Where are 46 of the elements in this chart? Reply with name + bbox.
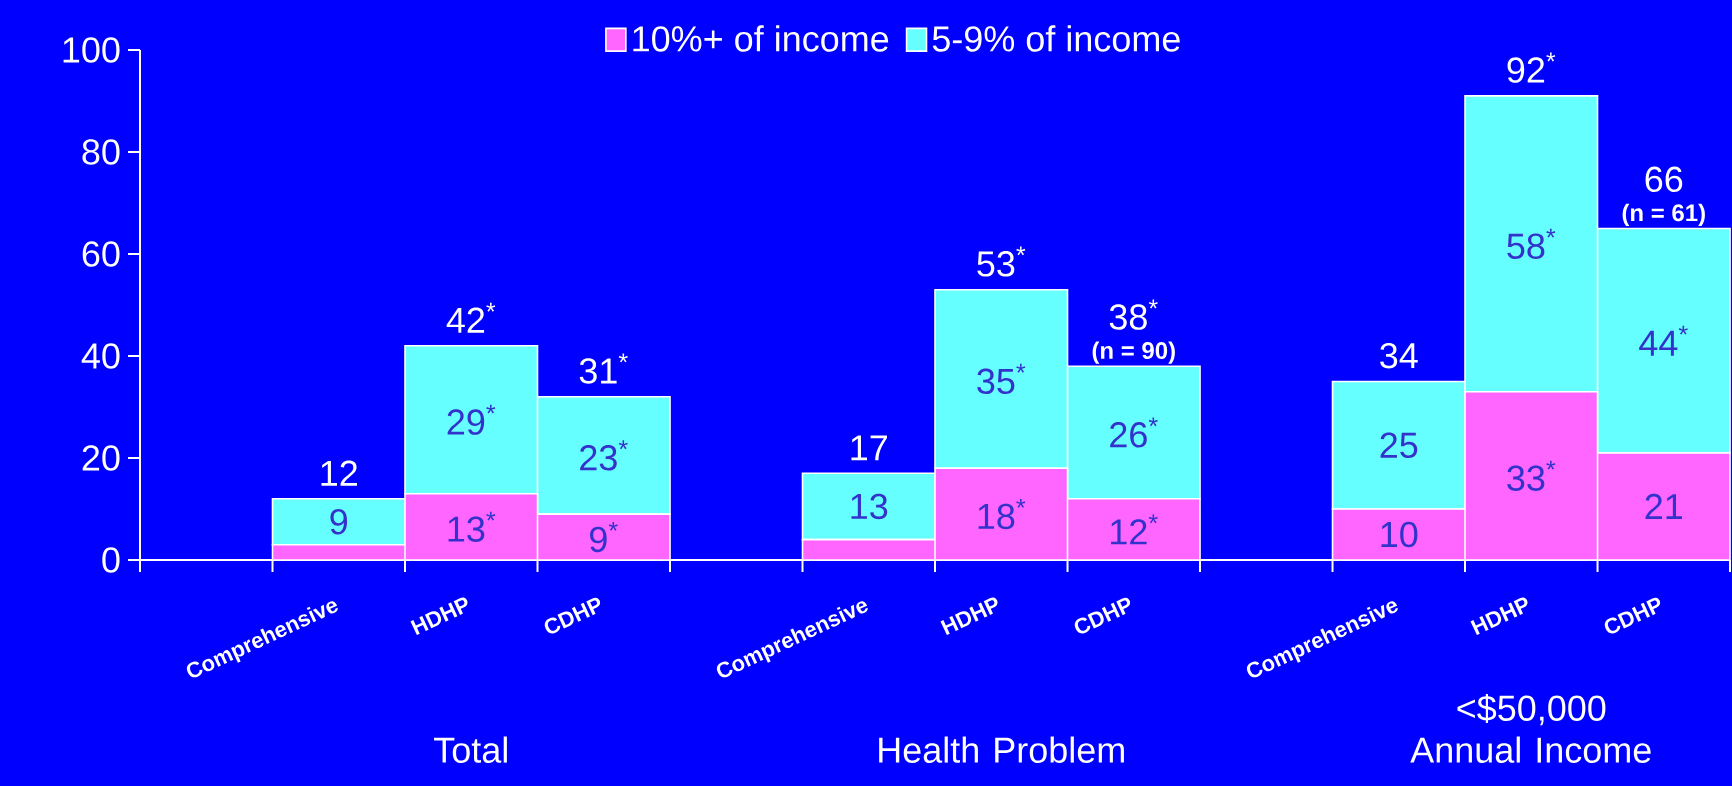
bar bbox=[801, 538, 936, 561]
text: Health Problem bbox=[879, 736, 1124, 763]
y-tick-label: 100 bbox=[63, 37, 120, 63]
data-label: 25 bbox=[1380, 432, 1418, 458]
x-tick-label: CDHP bbox=[544, 597, 601, 634]
y-tick-label: 20 bbox=[82, 445, 120, 471]
data-label: 23$^{*}$ bbox=[580, 440, 628, 471]
total-label: 53$^{*}$ bbox=[977, 246, 1026, 277]
data-label: 33$^{*}$ bbox=[1507, 460, 1556, 491]
y-tick-label: 60 bbox=[82, 241, 120, 267]
data-label: 21 bbox=[1645, 493, 1683, 520]
total-label: 92$^{*}$ bbox=[1507, 52, 1556, 83]
text: Total bbox=[434, 736, 507, 763]
bar bbox=[1331, 380, 1466, 510]
data-label: 13 bbox=[851, 493, 888, 520]
total-label: 31$^{*}$ bbox=[579, 353, 628, 384]
annotation: (n = 61) bbox=[1622, 203, 1705, 227]
x-tick-label: CDHP bbox=[1604, 597, 1661, 634]
legend-label: 5-9% of income bbox=[932, 25, 1180, 52]
data-label: 58$^{*}$ bbox=[1507, 228, 1556, 259]
bar bbox=[1331, 508, 1466, 561]
data-label: 44$^{*}$ bbox=[1639, 325, 1688, 356]
y-tick-label: 40 bbox=[81, 343, 120, 369]
annotation: (n = 90) bbox=[1092, 341, 1175, 364]
data-label: 12$^{*}$ bbox=[1111, 514, 1158, 545]
total-label: 17 bbox=[851, 435, 887, 461]
total-label: 34 bbox=[1380, 342, 1418, 369]
data-label: 13$^{*}$ bbox=[448, 511, 496, 542]
y-tick-label: 0 bbox=[102, 547, 120, 573]
legend-label: 10%+ of income bbox=[633, 25, 889, 52]
data-label: 29$^{*}$ bbox=[447, 404, 496, 435]
bar bbox=[801, 472, 936, 541]
total-label: 66 bbox=[1645, 166, 1683, 193]
data-label: 9$^{*}$ bbox=[590, 521, 618, 553]
x-tick-label: CDHP bbox=[1074, 597, 1131, 634]
data-label: 10 bbox=[1381, 521, 1418, 548]
total-label: 12 bbox=[321, 460, 357, 486]
y-tick-label: 80 bbox=[82, 139, 120, 165]
data-label: 35$^{*}$ bbox=[977, 363, 1026, 395]
data-label: 18$^{*}$ bbox=[978, 499, 1026, 530]
total-label: 42$^{*}$ bbox=[446, 302, 496, 333]
bar bbox=[271, 498, 406, 546]
text: <$50,000 Annual Income bbox=[1410, 693, 1651, 763]
data-label: 26$^{*}$ bbox=[1110, 417, 1158, 448]
total-label: 38$^{*}$ bbox=[1109, 299, 1158, 330]
data-label: 9 bbox=[330, 508, 348, 535]
